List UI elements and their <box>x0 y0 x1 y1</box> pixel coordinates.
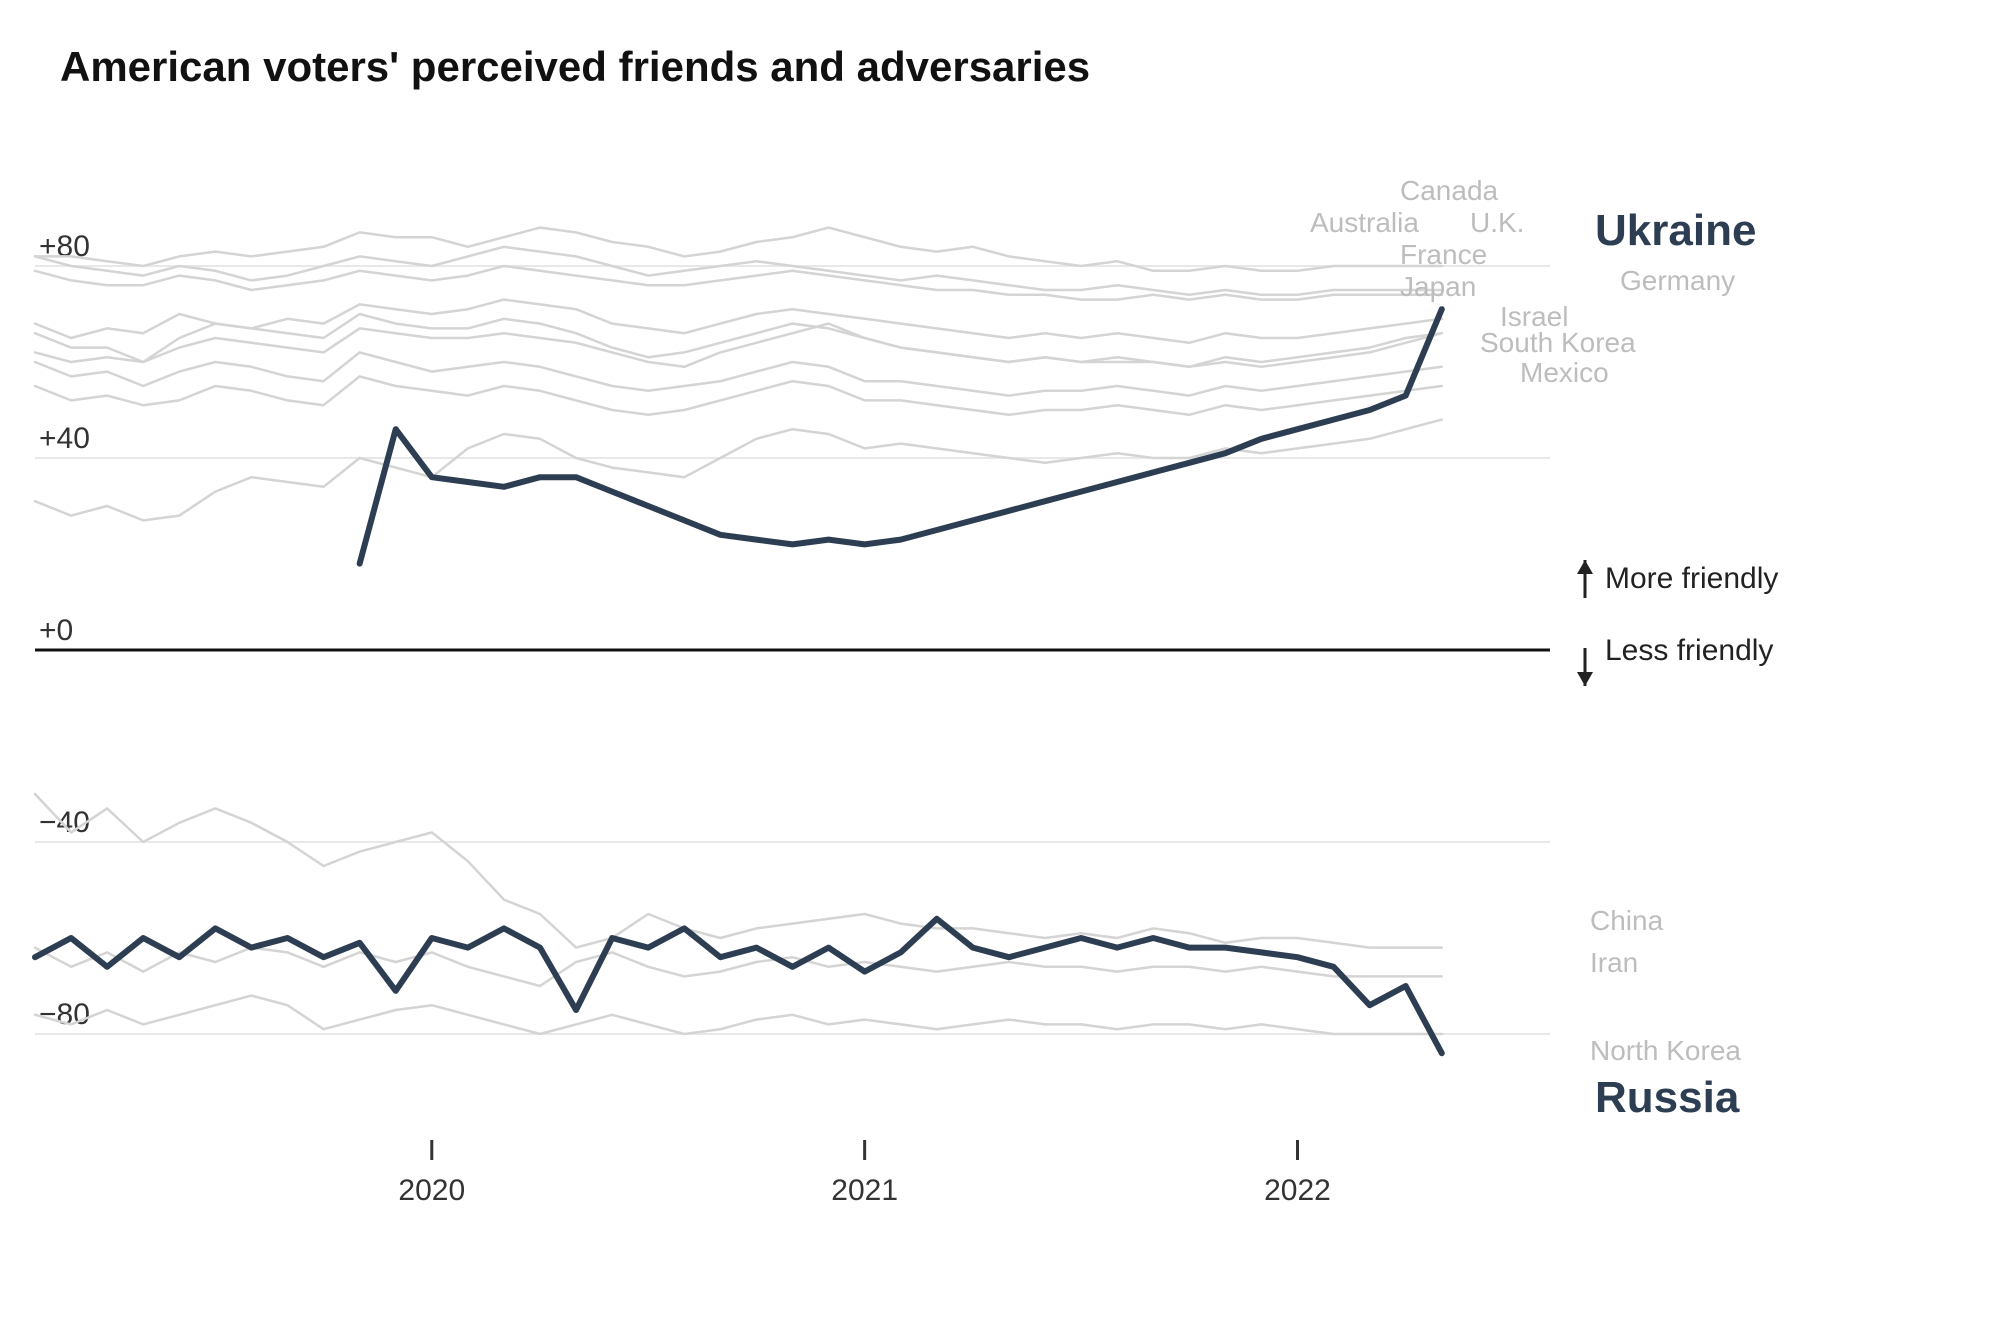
annotation-arrow-head <box>1577 672 1593 686</box>
chart-svg: +80+40+0−40−80202020212022More friendlyL… <box>0 0 2000 1333</box>
annotation-arrow-head <box>1577 560 1593 574</box>
bg-series-australia <box>35 266 1442 300</box>
bg-series-mexico <box>35 420 1442 521</box>
y-tick-label: +0 <box>39 614 73 647</box>
bg-series-southkorea <box>35 376 1442 414</box>
x-tick-label: 2020 <box>398 1174 465 1207</box>
x-tick-label: 2022 <box>1264 1174 1331 1207</box>
end-label-iran: Iran <box>1590 947 1638 978</box>
bg-series-northkorea <box>35 996 1442 1034</box>
bg-series-france <box>35 300 1442 343</box>
end-label-china: China <box>1590 905 1664 936</box>
annotation-more-friendly: More friendly <box>1605 562 1778 595</box>
x-tick-label: 2021 <box>831 1174 898 1207</box>
bg-series-china <box>35 794 1442 948</box>
end-label-north-korea: North Korea <box>1590 1035 1741 1066</box>
highlight-label-ukraine: Ukraine <box>1595 206 1756 255</box>
end-label-germany: Germany <box>1620 265 1735 296</box>
end-label-france: France <box>1400 239 1487 270</box>
y-tick-label: −80 <box>39 998 90 1031</box>
end-label-australia: Australia <box>1310 207 1419 238</box>
bg-series-germany <box>35 314 1442 367</box>
bg-series-japan <box>35 324 1442 367</box>
y-tick-label: +40 <box>39 422 90 455</box>
chart-container: American voters' perceived friends and a… <box>0 0 2000 1333</box>
end-label-mexico: Mexico <box>1520 357 1609 388</box>
end-label-south-korea: South Korea <box>1480 327 1636 358</box>
highlight-label-russia: Russia <box>1595 1073 1740 1122</box>
annotation-less-friendly: Less friendly <box>1605 634 1773 667</box>
end-label-u.k.: U.K. <box>1470 207 1524 238</box>
end-label-canada: Canada <box>1400 175 1499 206</box>
y-tick-label: −40 <box>39 806 90 839</box>
end-label-japan: Japan <box>1400 271 1476 302</box>
